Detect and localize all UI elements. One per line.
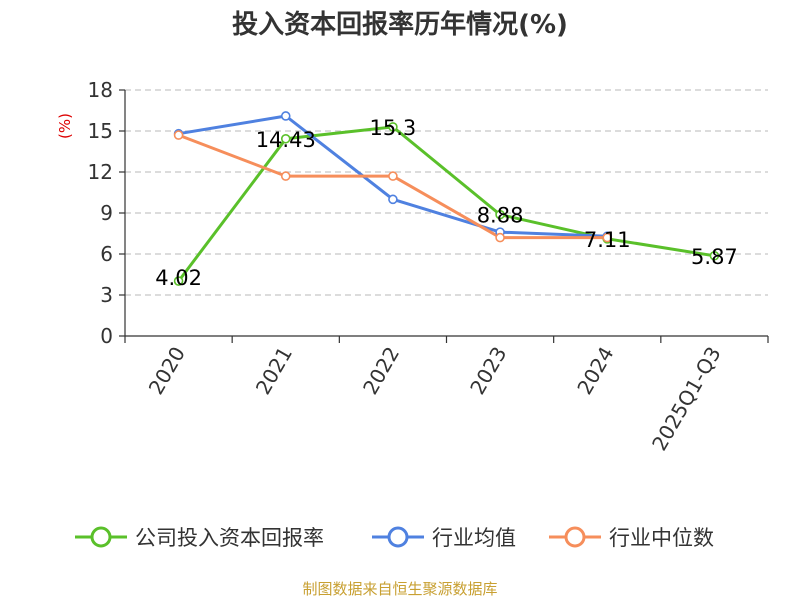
legend-item[interactable]: 公司投入资本回报率 xyxy=(73,520,324,554)
legend-label: 公司投入资本回报率 xyxy=(135,526,324,550)
y-tick-label: 0 xyxy=(100,324,113,348)
y-tick-label: 12 xyxy=(88,160,113,184)
legend-marker-icon xyxy=(549,526,601,548)
data-label: 14.43 xyxy=(256,128,316,152)
x-tick-label: 2023 xyxy=(465,343,511,399)
series-points xyxy=(173,111,720,286)
y-tick-label: 15 xyxy=(88,119,113,143)
legend-item[interactable]: 行业均值 xyxy=(370,520,516,554)
chart-legend: 公司投入资本回报率 行业均值 行业中位数 xyxy=(0,520,800,554)
legend-marker-icon xyxy=(75,526,127,548)
x-tick-label: 2025Q1-Q3 xyxy=(647,343,726,455)
line-chart: 0 3 6 9 12 15 18 2020 2021 2022 2023 2024 2025Q1-Q3… xyxy=(56,78,769,455)
data-point xyxy=(388,194,398,205)
y-axis: 0 3 6 9 12 15 18 xyxy=(88,78,126,348)
x-tick-label: 2021 xyxy=(251,343,297,399)
data-point xyxy=(388,122,398,132)
data-point xyxy=(495,209,505,220)
legend-label: 行业均值 xyxy=(432,526,516,550)
legend-marker-icon xyxy=(372,526,424,548)
x-tick-label: 2020 xyxy=(144,343,190,399)
x-tick-label: 2024 xyxy=(572,343,618,399)
x-tick-label: 2022 xyxy=(358,343,404,399)
series-line xyxy=(178,133,608,240)
series-line xyxy=(177,125,715,283)
y-tick-label: 9 xyxy=(100,201,113,225)
legend-label: 行业中位数 xyxy=(609,526,714,550)
data-point xyxy=(388,171,398,181)
data-point xyxy=(173,130,184,140)
data-point xyxy=(280,133,291,144)
data-label: 15.3 xyxy=(370,116,417,140)
data-point xyxy=(602,232,613,243)
data-label: 7.11 xyxy=(584,228,631,252)
y-tick-label: 6 xyxy=(100,242,113,266)
legend-item[interactable]: 行业中位数 xyxy=(547,520,714,554)
data-label: 8.88 xyxy=(477,204,524,228)
data-point xyxy=(280,171,291,181)
data-labels: 4.02 14.43 15.3 8.88 7.11 5.87 xyxy=(155,116,738,290)
gridlines xyxy=(125,89,768,296)
y-axis-unit-label: (%) xyxy=(56,113,74,139)
data-point xyxy=(280,111,291,121)
data-label: 5.87 xyxy=(691,245,738,269)
data-point xyxy=(495,232,505,243)
data-label: 4.02 xyxy=(155,266,202,290)
chart-title: 投入资本回报率历年情况(%) xyxy=(232,10,568,40)
y-tick-label: 18 xyxy=(88,78,113,102)
x-axis: 2020 2021 2022 2023 2024 2025Q1-Q3 xyxy=(124,335,769,455)
data-point xyxy=(709,250,720,261)
data-source-note: 制图数据来自恒生聚源数据库 xyxy=(302,580,498,598)
data-point xyxy=(173,276,184,286)
y-tick-label: 3 xyxy=(100,283,113,307)
